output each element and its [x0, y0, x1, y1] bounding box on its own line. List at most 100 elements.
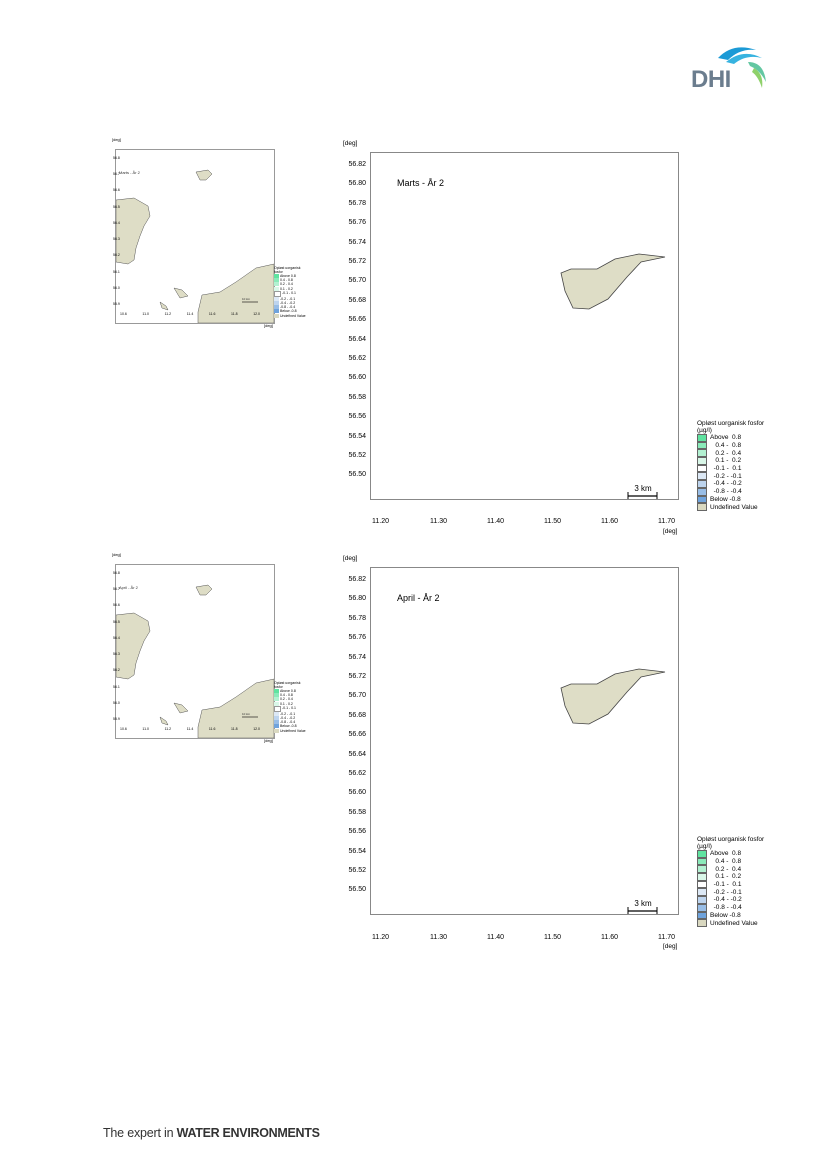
legend-label: Above 0.8 [710, 850, 742, 858]
y-tick-label: 56.70 [348, 692, 366, 700]
x-tick-label: 11.20 [372, 518, 389, 525]
y-tick-label: 56.72 [348, 673, 366, 680]
island-shape [560, 253, 666, 310]
y-tick-label: 56.72 [348, 258, 366, 265]
legend-swatch [697, 888, 707, 897]
legend-item: 0.4 - 0.8 [697, 441, 764, 450]
legend-swatch [697, 873, 707, 881]
y-tick-label: 56.76 [348, 634, 366, 642]
legend-label: 0.4 - 0.8 [710, 858, 742, 866]
x-tick-label: 11.60 [601, 934, 618, 941]
legend-label: Undefined Value [710, 919, 758, 927]
overview-map-2: April - År 2 10 km [115, 564, 275, 739]
legend-item: Undefined Value [697, 919, 764, 927]
overview-x-ticks: 10.6 11.0 11.2 11.4 11.6 11.8 12.0 [120, 312, 260, 316]
overview-y-ticks: 56.8 56.7 56.6 56.5 56.4 56.3 56.2 56.1 56.0 55.9 [113, 156, 120, 306]
legend-label: 0.4 - 0.8 [710, 442, 742, 450]
overview-unit-y: [deg] [112, 137, 121, 142]
footer-tagline: The expert in WATER ENVIRONMENTS [103, 1126, 320, 1140]
y-tick-label: 56.70 [348, 277, 366, 285]
legend-swatch [697, 857, 707, 866]
legend-label: 0.1 - 0.2 [710, 457, 742, 465]
legend-item: -0.2 - -0.1 [697, 472, 764, 481]
legend-item: -0.4 - -0.2 [697, 480, 764, 488]
legend-label: Below -0.8 [710, 495, 741, 503]
legend-label: 0.2 - 0.4 [710, 865, 742, 873]
legend-swatch [697, 464, 707, 473]
y-tick-label: 56.54 [348, 432, 366, 440]
legend-item: Undefined Value [697, 503, 764, 511]
overview-legend: Opløst uorganisk fosfor Above 0.8 0.4 - … [274, 266, 306, 318]
legend-swatch [697, 911, 707, 920]
y-tick-label: 56.52 [348, 452, 366, 459]
legend: Opløst uorganisk fosfor (µg/l) Above 0.8… [697, 420, 764, 511]
legend-swatch [697, 472, 707, 481]
legend-rows: Above 0.8 0.4 - 0.8 0.2 - 0.4 0.1 - 0.2 … [697, 434, 764, 511]
x-tick-label: 11.30 [430, 934, 447, 941]
y-tick-label: 56.64 [348, 750, 366, 758]
legend-label: 0.2 - 0.4 [710, 449, 742, 457]
overview-unit-x: [deg] [264, 738, 273, 743]
legend-item: Above 0.8 [697, 850, 764, 858]
y-tick-label: 56.62 [348, 355, 366, 362]
y-tick-label: 56.50 [348, 886, 366, 894]
x-unit-label: [deg] [663, 528, 678, 535]
legend-item: -0.1 - 0.1 [697, 880, 764, 889]
overview-title: April - År 2 [119, 585, 138, 590]
x-tick-label: 11.60 [601, 518, 618, 525]
legend-label: -0.4 - -0.2 [710, 480, 742, 488]
legend-unit: (µg/l) [697, 843, 712, 850]
logo-text: DHI [691, 66, 731, 93]
legend-item: -0.8 - -0.4 [697, 903, 764, 912]
legend-swatch [697, 441, 707, 450]
y-tick-label: 56.78 [348, 614, 366, 622]
x-tick-label: 11.40 [487, 518, 504, 525]
y-tick-label: 56.74 [348, 238, 366, 246]
y-tick-label: 56.80 [348, 595, 366, 603]
legend-swatch [697, 457, 707, 465]
x-tick-label: 11.50 [544, 934, 561, 941]
y-tick-label: 56.60 [348, 374, 366, 382]
overview-scale-label: 10 km [242, 712, 251, 716]
wave-icon [718, 47, 766, 88]
legend-rows: Above 0.8 0.4 - 0.8 0.2 - 0.4 0.1 - 0.2 … [697, 850, 764, 927]
legend-swatch [697, 896, 707, 904]
y-tick-label: 56.68 [348, 296, 366, 304]
legend-item: -0.4 - -0.2 [697, 896, 764, 904]
overview-unit-y: [deg] [112, 552, 121, 557]
legend-item: -0.2 - -0.1 [697, 888, 764, 897]
y-tick-label: 56.66 [348, 316, 366, 324]
y-tick-label: 56.50 [348, 471, 366, 479]
y-tick-label: 56.76 [348, 219, 366, 227]
legend-item: 0.1 - 0.2 [697, 457, 764, 465]
overview-legend: Opløst uorganisk fosfor Above 0.8 0.4 - … [274, 681, 306, 733]
x-tick-label: 11.20 [372, 934, 389, 941]
legend-label: -0.8 - -0.4 [710, 904, 742, 912]
legend-item: Below -0.8 [697, 495, 764, 504]
legend-swatch [697, 487, 707, 496]
scale-bar-label: 3 km [634, 484, 652, 493]
legend-label: -0.1 - 0.1 [710, 465, 742, 473]
y-tick-label: 56.68 [348, 711, 366, 719]
legend-swatch [697, 903, 707, 912]
legend-label: -0.4 - -0.2 [710, 896, 742, 904]
y-tick-label: 56.82 [348, 161, 366, 168]
legend-swatch [697, 850, 707, 858]
x-unit-label: [deg] [663, 943, 678, 950]
legend-item: 0.1 - 0.2 [697, 873, 764, 881]
legend-swatch [697, 434, 707, 442]
legend-label: Below -0.8 [710, 911, 741, 919]
legend-unit: (µg/l) [697, 427, 712, 434]
legend-title: Opløst uorganisk fosfor [697, 420, 765, 427]
y-tick-label: 56.80 [348, 180, 366, 188]
y-tick-label: 56.58 [348, 393, 366, 401]
legend-item: -0.8 - -0.4 [697, 487, 764, 496]
x-tick-label: 11.70 [658, 518, 675, 525]
legend-swatch [697, 919, 707, 927]
island-shape [560, 668, 666, 725]
legend: Opløst uorganisk fosfor (µg/l) Above 0.8… [697, 836, 764, 927]
legend-swatch [697, 503, 707, 511]
legend-swatch [697, 449, 707, 458]
legend-item: 0.2 - 0.4 [697, 865, 764, 874]
plot-title: Marts - År 2 [397, 178, 445, 188]
